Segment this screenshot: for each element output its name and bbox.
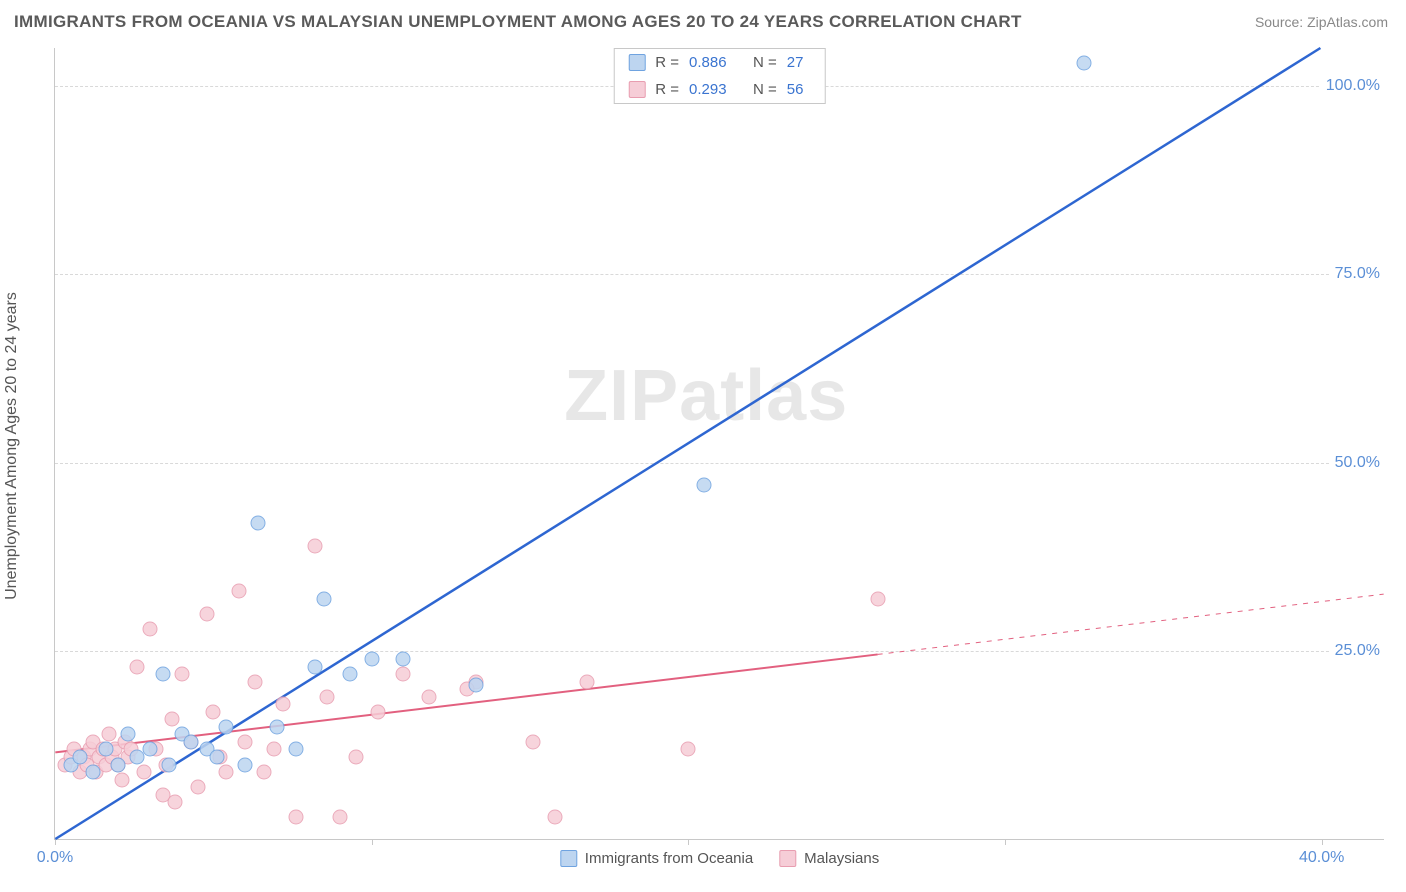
stat-r-value-b: 0.293 <box>689 81 737 98</box>
data-point <box>238 757 253 772</box>
data-point <box>250 516 265 531</box>
data-point <box>136 765 151 780</box>
legend-item-a: Immigrants from Oceania <box>560 850 753 867</box>
data-point <box>257 765 272 780</box>
swatch-series-b <box>779 850 796 867</box>
data-point <box>184 734 199 749</box>
data-point <box>73 750 88 765</box>
data-point <box>320 689 335 704</box>
data-point <box>200 606 215 621</box>
data-point <box>114 772 129 787</box>
data-point <box>168 795 183 810</box>
swatch-series-b <box>628 81 645 98</box>
data-point <box>143 621 158 636</box>
data-point <box>98 742 113 757</box>
data-point <box>342 667 357 682</box>
x-tick-label: 40.0% <box>1299 849 1344 867</box>
data-point <box>526 734 541 749</box>
y-axis-label: Unemployment Among Ages 20 to 24 years <box>3 292 21 600</box>
data-point <box>580 674 595 689</box>
data-point <box>219 719 234 734</box>
data-point <box>120 727 135 742</box>
data-point <box>266 742 281 757</box>
x-tick <box>688 839 689 845</box>
data-point <box>317 591 332 606</box>
x-tick <box>55 839 56 845</box>
legend-item-b: Malaysians <box>779 850 879 867</box>
chart-title: IMMIGRANTS FROM OCEANIA VS MALAYSIAN UNE… <box>14 12 1022 32</box>
source-label: Source: <box>1255 14 1303 30</box>
data-point <box>130 659 145 674</box>
data-point <box>871 591 886 606</box>
swatch-series-a <box>560 850 577 867</box>
legend-stats-box: R = 0.886 N = 27 R = 0.293 N = 56 <box>613 48 826 104</box>
data-point <box>421 689 436 704</box>
data-point <box>396 651 411 666</box>
stat-n-value-b: 56 <box>787 81 811 98</box>
data-point <box>238 734 253 749</box>
legend-stats-row-a: R = 0.886 N = 27 <box>614 49 825 76</box>
legend-bottom: Immigrants from Oceania Malaysians <box>552 850 887 867</box>
data-point <box>307 659 322 674</box>
data-point <box>165 712 180 727</box>
data-point <box>86 765 101 780</box>
data-point <box>681 742 696 757</box>
x-tick <box>1005 839 1006 845</box>
stat-r-label: R = <box>655 81 679 98</box>
data-point <box>371 704 386 719</box>
data-point <box>364 651 379 666</box>
data-point <box>101 727 116 742</box>
stat-r-value-a: 0.886 <box>689 54 737 71</box>
data-point <box>174 667 189 682</box>
data-point <box>548 810 563 825</box>
data-point <box>162 757 177 772</box>
data-point <box>155 667 170 682</box>
legend-label-a: Immigrants from Oceania <box>585 850 753 867</box>
data-point <box>209 750 224 765</box>
data-point <box>206 704 221 719</box>
x-tick <box>372 839 373 845</box>
data-point <box>288 810 303 825</box>
plot-area: ZIPatlas R = 0.886 N = 27 R = 0.293 N = … <box>54 48 1384 840</box>
legend-stats-row-b: R = 0.293 N = 56 <box>614 76 825 103</box>
stat-r-label: R = <box>655 54 679 71</box>
legend-label-b: Malaysians <box>804 850 879 867</box>
data-point <box>333 810 348 825</box>
data-point <box>276 697 291 712</box>
source-value: ZipAtlas.com <box>1307 14 1388 30</box>
stat-n-label: N = <box>753 81 777 98</box>
data-point <box>396 667 411 682</box>
stat-n-value-a: 27 <box>787 54 811 71</box>
data-point <box>269 719 284 734</box>
data-point <box>697 478 712 493</box>
data-point <box>307 538 322 553</box>
data-point <box>231 584 246 599</box>
data-point <box>1077 56 1092 71</box>
x-tick-label: 0.0% <box>37 849 73 867</box>
data-point <box>111 757 126 772</box>
swatch-series-a <box>628 54 645 71</box>
stat-n-label: N = <box>753 54 777 71</box>
data-point <box>190 780 205 795</box>
data-point <box>288 742 303 757</box>
source-attribution: Source: ZipAtlas.com <box>1255 14 1388 30</box>
scatter-points <box>55 48 1384 839</box>
data-point <box>143 742 158 757</box>
data-point <box>219 765 234 780</box>
data-point <box>348 750 363 765</box>
data-point <box>247 674 262 689</box>
data-point <box>469 678 484 693</box>
x-tick <box>1322 839 1323 845</box>
